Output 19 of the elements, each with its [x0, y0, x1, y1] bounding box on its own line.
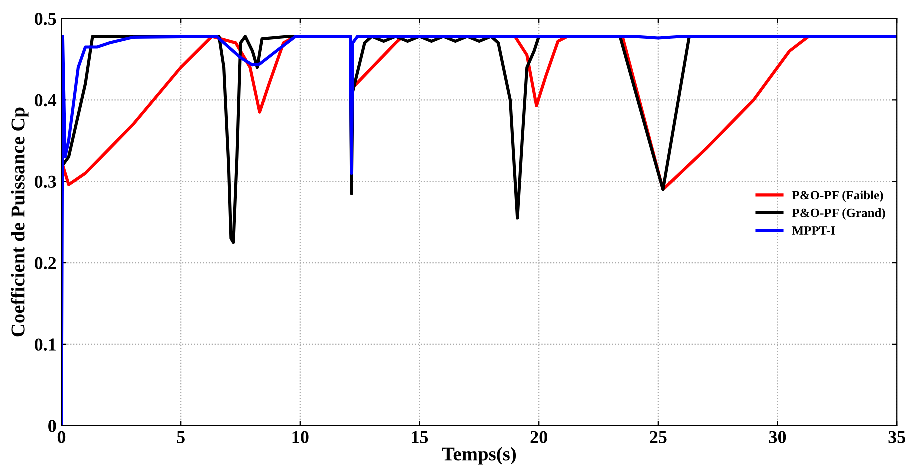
x-axis-title: Temps(s) — [442, 447, 516, 465]
legend-label: P&O-PF (Grand) — [792, 208, 886, 220]
x-tick-label: 10 — [292, 431, 309, 444]
x-tick-label: 30 — [769, 431, 786, 444]
y-tick-label: 0.1 — [35, 338, 56, 351]
legend-label: P&O-PF (Faible) — [792, 190, 884, 202]
y-tick-label: 0.2 — [35, 257, 56, 270]
y-tick-label: 0.3 — [35, 176, 56, 188]
x-tick-label: 15 — [412, 431, 428, 444]
x-tick-label: 35 — [888, 431, 906, 444]
y-axis-title: Coefficient de Puissance Cp — [10, 108, 29, 337]
x-tick-label: 20 — [530, 431, 548, 444]
y-tick-label: 0 — [48, 420, 56, 432]
x-tick-label: 0 — [58, 431, 66, 444]
x-tick-label: 25 — [650, 431, 667, 444]
x-tick-label: 5 — [177, 431, 185, 444]
legend-label: MPPT-I — [792, 226, 836, 235]
y-tick-label: 0.5 — [35, 12, 56, 26]
y-tick-label: 0.4 — [35, 94, 57, 107]
